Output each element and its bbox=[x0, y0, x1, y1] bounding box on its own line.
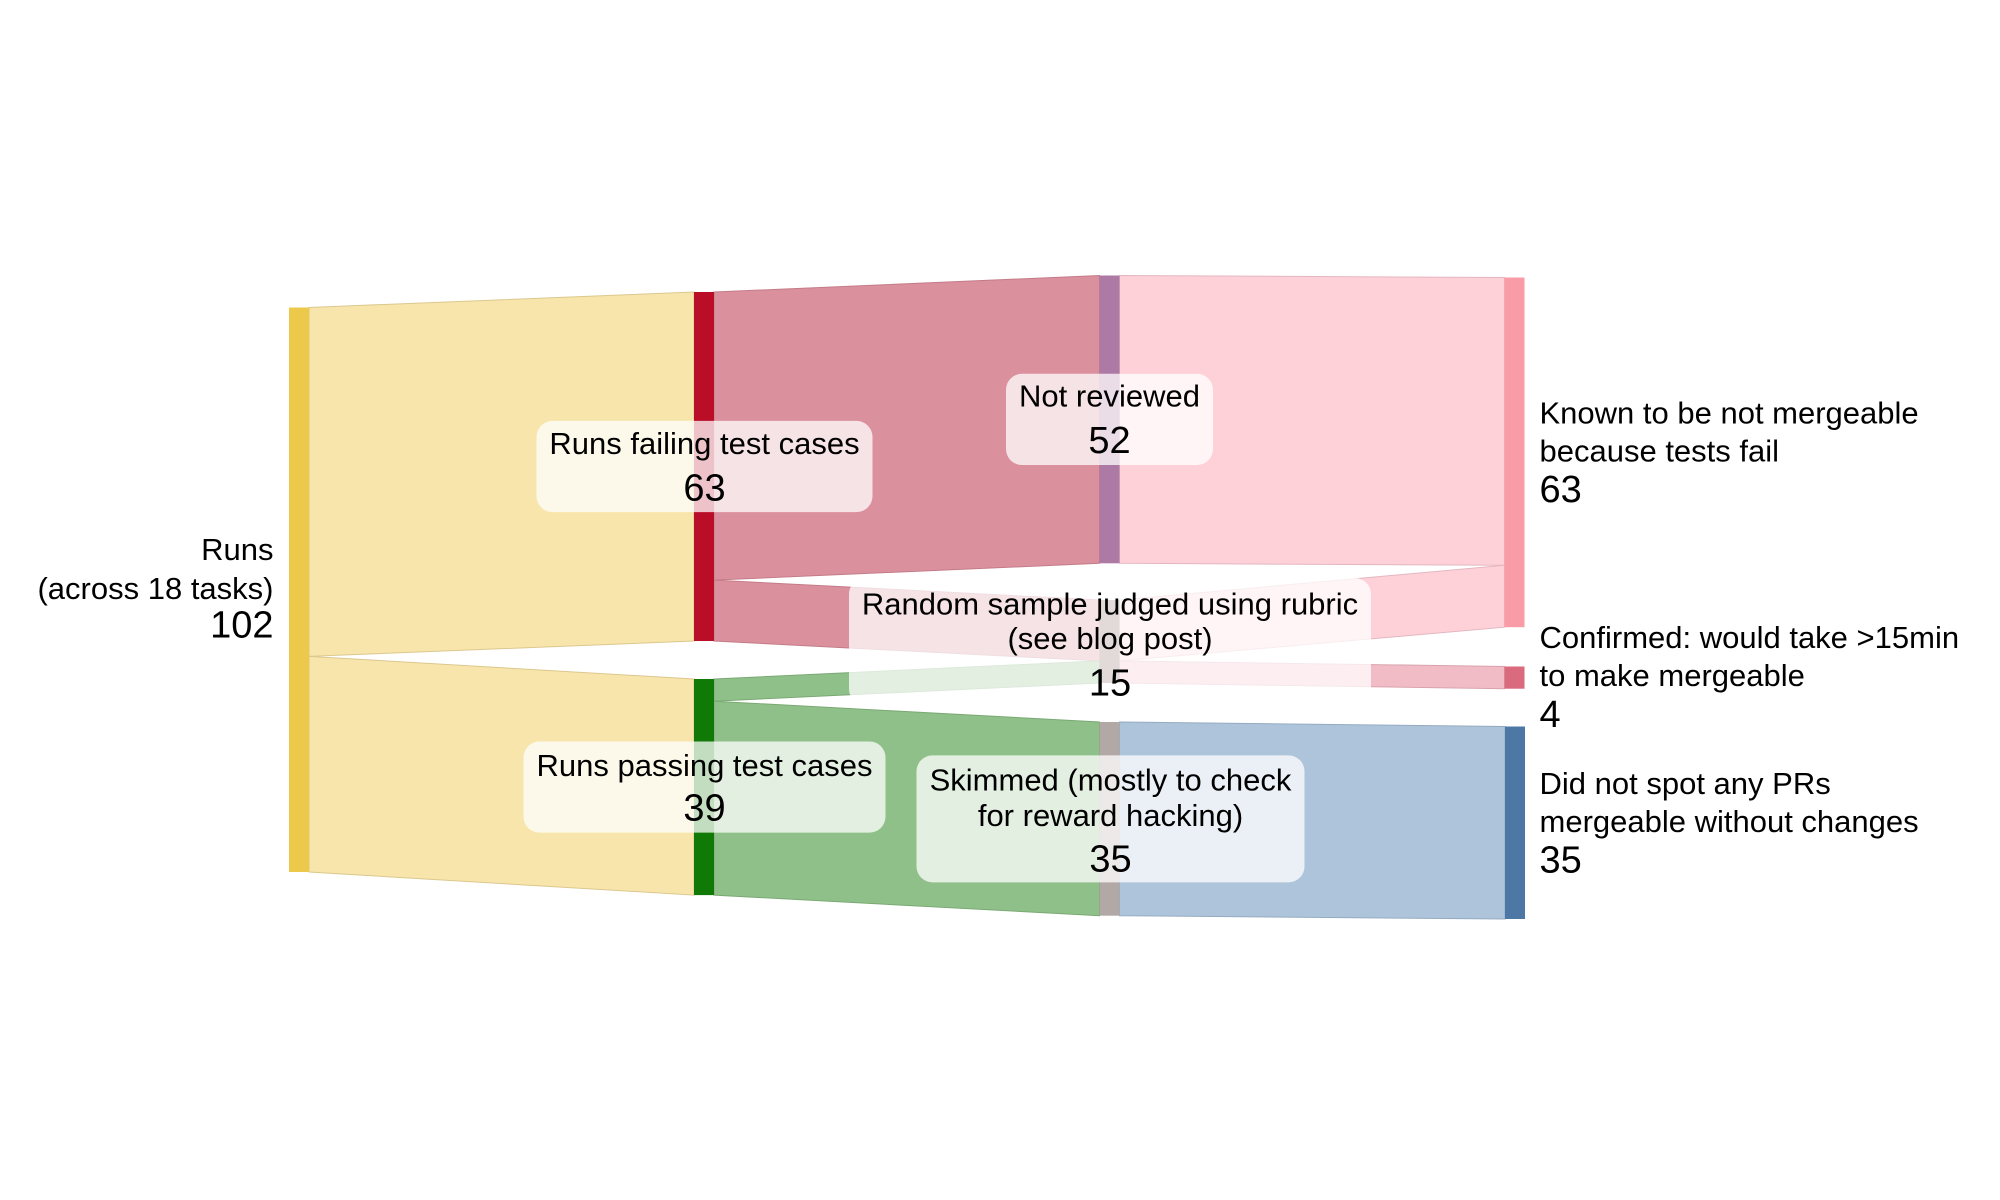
svg-text:Runs failing test cases: Runs failing test cases bbox=[549, 426, 859, 461]
svg-text:because tests fail: because tests fail bbox=[1540, 433, 1780, 468]
svg-text:Skimmed (mostly to check: Skimmed (mostly to check bbox=[930, 762, 1292, 797]
svg-text:Runs: Runs bbox=[201, 532, 273, 567]
svg-text:35: 35 bbox=[1540, 840, 1582, 882]
svg-text:(see blog post): (see blog post) bbox=[1007, 621, 1212, 656]
svg-text:35: 35 bbox=[1089, 839, 1131, 881]
svg-text:63: 63 bbox=[1540, 469, 1582, 511]
svg-text:Known to be not mergeable: Known to be not mergeable bbox=[1540, 395, 1919, 430]
svg-text:Did not spot any PRs: Did not spot any PRs bbox=[1540, 766, 1831, 801]
svg-text:63: 63 bbox=[683, 468, 725, 510]
svg-text:mergeable without changes: mergeable without changes bbox=[1540, 804, 1919, 839]
svg-text:15: 15 bbox=[1089, 663, 1131, 705]
svg-text:39: 39 bbox=[683, 787, 725, 829]
svg-text:for reward hacking): for reward hacking) bbox=[978, 798, 1243, 833]
svg-text:102: 102 bbox=[210, 605, 273, 647]
svg-text:(across 18 tasks): (across 18 tasks) bbox=[37, 571, 273, 606]
svg-text:Random sample judged using rub: Random sample judged using rubric bbox=[862, 586, 1358, 621]
svg-text:52: 52 bbox=[1088, 420, 1130, 462]
svg-text:4: 4 bbox=[1540, 694, 1561, 736]
svg-text:Confirmed: would take >15min: Confirmed: would take >15min bbox=[1540, 620, 1960, 655]
svg-text:to make mergeable: to make mergeable bbox=[1540, 658, 1805, 693]
svg-text:Runs passing test cases: Runs passing test cases bbox=[536, 748, 872, 783]
svg-text:Not reviewed: Not reviewed bbox=[1019, 379, 1200, 414]
